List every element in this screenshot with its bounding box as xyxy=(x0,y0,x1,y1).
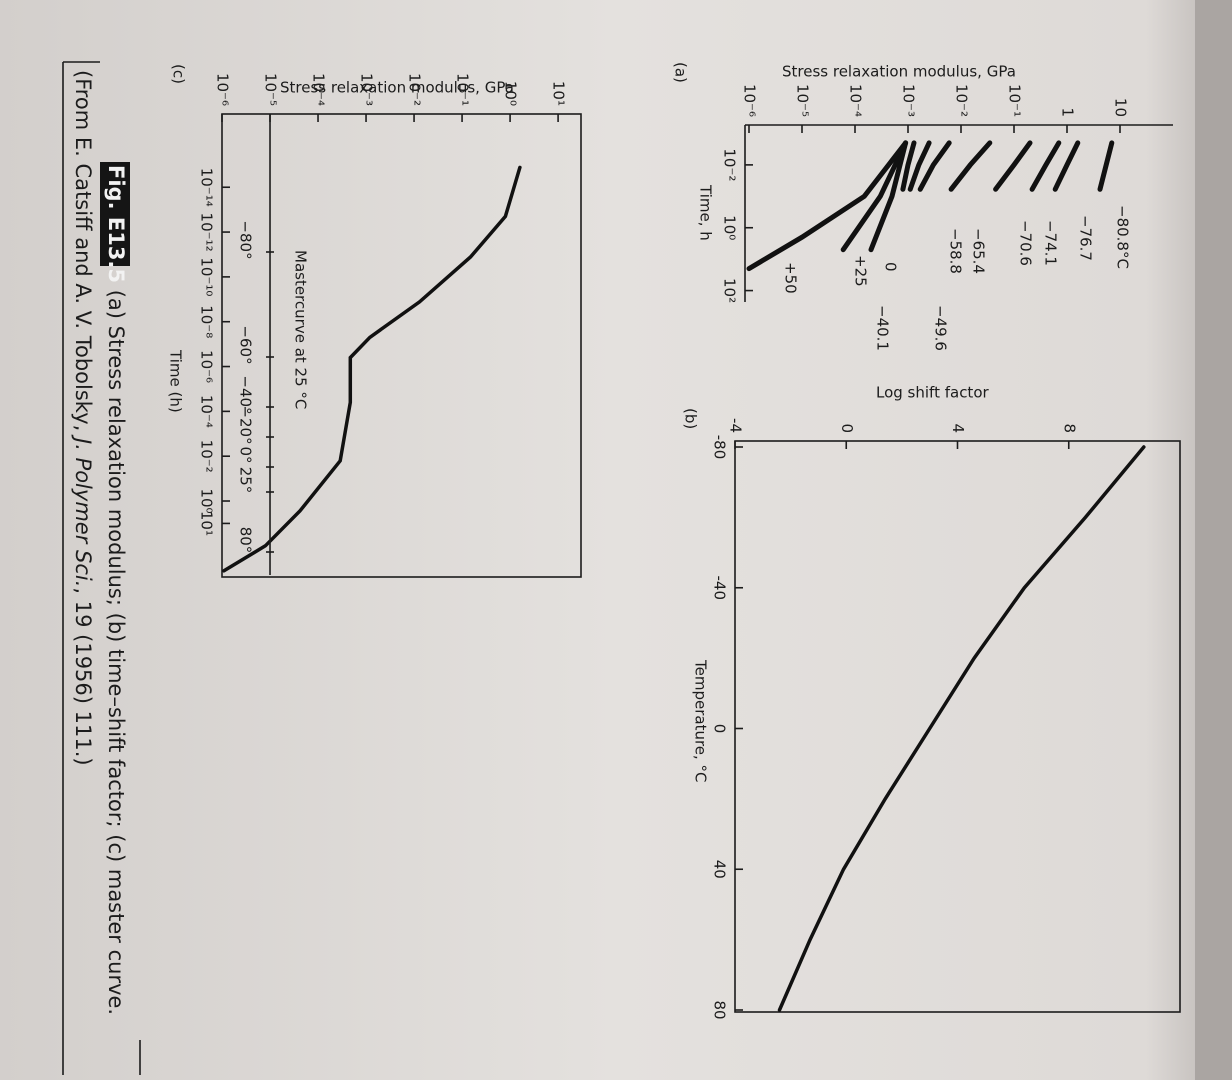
x-tick-label: 0 xyxy=(711,724,729,734)
x-tick-label: 10⁰ xyxy=(198,488,216,513)
x-tick-label: 10² xyxy=(721,278,739,303)
x-tick-label: 10⁻² xyxy=(721,148,739,181)
y-tick-label: 10⁻⁶ xyxy=(741,84,759,117)
y-tick-label: 10⁻³ xyxy=(358,73,376,106)
y-axis-title: Stress relaxation modulus, GPa xyxy=(782,63,1016,81)
y-tick-label: 10⁻² xyxy=(953,84,971,117)
x-tick-label: 10⁻¹⁴ xyxy=(198,168,216,207)
caption: Fig. E13.5 (a) Stress relaxation modulus… xyxy=(71,70,130,1015)
x-tick-label: 10⁻⁸ xyxy=(198,305,216,338)
source-part: , 19 (1956) 111.) xyxy=(71,587,95,765)
curve-label: −40.1 xyxy=(874,305,892,351)
segment-label: 0° xyxy=(237,446,255,463)
curve xyxy=(1052,140,1081,192)
source-line: (From E. Catsiff and A. V. Tobolsky, J. … xyxy=(71,70,95,766)
x-axis-title: Time, h xyxy=(697,184,715,241)
caption-border xyxy=(62,61,141,1075)
source-part: J. Polymer Sci. xyxy=(71,434,95,587)
y-tick-label: 10⁻¹ xyxy=(1006,84,1024,117)
curve xyxy=(907,140,932,192)
figure-tag-background xyxy=(100,162,130,266)
segment-label: −60° xyxy=(237,325,255,364)
caption-body: (a) Stress relaxation modulus; (b) time–… xyxy=(104,283,128,1015)
y-tick-label: 10¹ xyxy=(550,81,568,106)
y-tick-label: 10⁻² xyxy=(406,73,424,106)
curve xyxy=(948,140,993,192)
x-tick-label: 40 xyxy=(711,860,729,879)
y-tick-label: 10⁰ xyxy=(502,81,520,106)
x-axis-title: Time (h) xyxy=(167,349,185,413)
y-tick-label: 1 xyxy=(1059,107,1077,117)
x-tick-label: 10⁻⁶ xyxy=(198,350,216,383)
panel-label: (a) xyxy=(672,62,690,83)
y-tick-label: 10⁻³ xyxy=(900,84,918,117)
curve xyxy=(840,140,909,253)
figure-tag: Fig. E13.5 xyxy=(104,165,128,283)
curve-label: −58.8 xyxy=(947,228,965,274)
segment-label: 25° xyxy=(237,467,255,494)
curve xyxy=(746,140,909,272)
y-tick-label: 10⁻⁴ xyxy=(310,73,328,106)
curve-label: +50 xyxy=(782,262,800,294)
segment-label: −80° xyxy=(237,220,255,259)
y-tick-label: 4 xyxy=(949,423,967,433)
curve-label: −80.8°C xyxy=(1114,205,1132,269)
y-tick-label: 10⁻⁶ xyxy=(214,73,232,106)
source-part: (From E. Catsiff and A. V. Tobolsky, xyxy=(71,70,95,438)
curve-label: +25 xyxy=(852,255,870,287)
x-tick-label: 10⁻⁴ xyxy=(198,395,216,428)
curve xyxy=(1029,140,1062,192)
curve-label: −70.6 xyxy=(1017,220,1035,266)
y-tick-label: 10⁻⁵ xyxy=(794,84,812,117)
curve-label: 0 xyxy=(882,262,900,272)
y-tick-label: 8 xyxy=(1060,423,1078,433)
y-axis-title: Stress relaxation modulus, GPa xyxy=(280,79,514,97)
x-tick-label: 10⁻¹⁰ xyxy=(198,257,216,296)
curve-label: −49.6 xyxy=(932,305,950,351)
y-tick-label: 10 xyxy=(1112,98,1130,117)
curve xyxy=(900,140,917,192)
x-tick-label: -80 xyxy=(711,435,729,460)
curve xyxy=(1097,140,1115,192)
panel-label: (c) xyxy=(170,64,188,84)
curve xyxy=(777,445,1146,1012)
page-edge xyxy=(1195,0,1232,1080)
y-tick-label: 10⁻⁵ xyxy=(262,73,280,106)
y-tick-label: -4 xyxy=(727,418,745,433)
x-axis-title: Temperature, °C xyxy=(692,659,710,783)
caption-line: Fig. E13.5 (a) Stress relaxation modulus… xyxy=(100,162,130,1015)
curve xyxy=(868,140,909,253)
curve-label: −76.7 xyxy=(1077,215,1095,261)
segment-label: −20° xyxy=(237,405,255,444)
curve-label: −74.1 xyxy=(1042,220,1060,266)
x-tick-label: 80 xyxy=(711,1000,729,1019)
segment-label: 80° xyxy=(237,527,255,554)
source-text: (From E. Catsiff and A. V. Tobolsky, J. … xyxy=(71,70,95,766)
y-tick-label: 0 xyxy=(838,423,856,433)
annotation: Mastercurve at 25 °C xyxy=(292,250,310,409)
plot-frame xyxy=(221,113,582,578)
x-tick-label: 10⁰ xyxy=(721,215,739,240)
segment-label: −40° xyxy=(237,375,255,414)
y-axis-title: Log shift factor xyxy=(876,384,989,402)
y-tick-label: 10⁻⁴ xyxy=(847,84,865,117)
y-tick-label: 10⁻¹ xyxy=(454,73,472,106)
caption-text: Fig. E13.5 (a) Stress relaxation modulus… xyxy=(104,165,128,1015)
curve xyxy=(993,140,1033,192)
x-tick-label: 10⁻¹² xyxy=(198,213,216,252)
curve xyxy=(917,140,952,192)
curve-label: −65.4 xyxy=(970,228,988,274)
x-tick-label: -40 xyxy=(711,576,729,601)
x-tick-label: 10¹ xyxy=(198,511,216,536)
curve xyxy=(222,165,522,573)
panel-label: (b) xyxy=(682,408,700,429)
x-tick-label: 10⁻² xyxy=(198,440,216,473)
